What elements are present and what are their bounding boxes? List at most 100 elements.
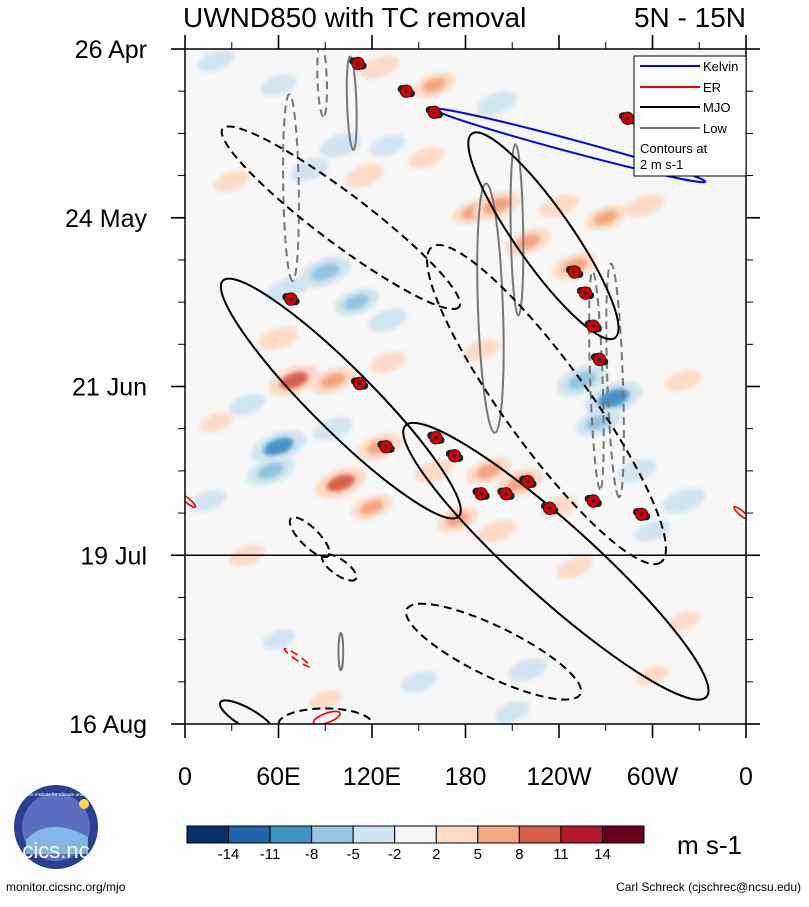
y-tick-label-2: 21 Jun [72,374,147,402]
anomaly-blob-core-33 [263,437,294,456]
colorbar-label-9: 14 [594,846,611,863]
anomaly-blob-31 [665,369,702,392]
anomaly-blob-1 [260,74,297,97]
anomaly-blob-20 [368,308,408,333]
legend-label-low: Low [703,121,727,136]
anomaly-blob-10 [344,163,384,188]
anomaly-blob-50 [556,556,593,579]
er-contour-3 [733,505,746,521]
contour-layer [185,49,746,724]
x-tick-label-2: 120E [343,763,401,791]
anomaly-blob-core-3 [422,78,446,93]
anomaly-blob-core-40 [476,463,502,479]
x-tick-label-6: 0 [739,763,753,791]
anomaly-blob-55 [494,701,531,723]
legend-note-line2: 2 m s-1 [640,157,683,172]
low-contour-1 [345,55,358,151]
colorbar-swatch-2 [269,825,313,844]
colorbar-swatch-5 [394,825,437,844]
logo-text: cics.nc [22,838,89,863]
colorbar-label-1: -11 [260,846,281,863]
footer-source-url: monitor.cicsnc.org/mjo [6,880,126,894]
mjo-contour-9 [218,699,276,724]
colorbar-swatch-10 [601,825,645,844]
anomaly-blob-2 [360,55,400,79]
hovmoller-chart: 26 Apr 24 May 21 Jun 19 Jul 16 Aug 0 60E 120E 18… [65,2,760,863]
y-tick-label-3: 19 Jul [80,542,147,570]
anomaly-blob-53 [508,657,548,682]
legend-box [633,55,747,177]
anomaly-blob-45 [617,459,657,483]
anomaly-blob-35 [313,416,353,441]
mjo-contour-0 [220,125,462,311]
anomaly-blob-57 [308,689,342,710]
legend-note-line1: Contours at [640,141,708,156]
colorbar-label-6: 5 [474,846,482,863]
anomaly-blob-51 [667,611,701,632]
anomaly-blob-0 [198,50,235,72]
anomaly-blob-56 [636,665,669,686]
colorbar-label-5: 2 [432,846,440,863]
colorbar-label-4: -2 [388,846,401,863]
logo-sun [79,799,89,809]
mjo-contour-5 [405,602,583,701]
colorbar-swatch-3 [311,825,354,844]
anomaly-blob-54 [400,670,437,693]
anomaly-blob-core-19 [344,294,369,310]
colorbar-swatch-6 [435,825,479,844]
anomaly-blob-6 [369,134,406,157]
y-tick-label-4: 16 Aug [69,711,147,739]
anomaly-field [190,50,705,723]
er-contour-1 [312,710,341,724]
low-contour-5 [588,270,605,491]
anomaly-blob-4 [477,91,517,116]
er-contour-2 [185,493,197,509]
colorbar-swatch-0 [186,825,230,844]
anomaly-blob-core-46 [672,493,696,509]
er-contour-0 [283,647,311,668]
low-contour-0 [316,49,328,118]
low-contour-4 [509,143,525,317]
chart-title: UWND850 with TC removal [183,2,526,33]
colorbar-label-3: -5 [347,846,360,863]
y-tick-label-0: 26 Apr [75,36,147,64]
legend-label-er: ER [703,80,721,95]
anomaly-blob-32 [199,412,233,433]
anomaly-blob-core-38 [360,500,384,515]
anomaly-blob-core-24 [320,372,346,389]
mjo-contour-3 [426,244,667,566]
anomaly-blob-core-16 [515,234,541,250]
low-contour-7 [337,631,345,672]
colorbar-swatch-9 [560,825,603,844]
axis-ticks: 26 Apr 24 May 21 Jun 19 Jul 16 Aug 0 60E 120E 18… [65,35,760,791]
colorbar-label-2: -8 [305,846,318,863]
colorbar-swatch-4 [352,825,396,844]
anomaly-blob-9 [213,170,250,193]
colorbar-label-7: 8 [515,846,523,863]
low-contour-3 [476,182,505,434]
legend-label-kelvin: Kelvin [703,59,738,74]
anomaly-blob-52 [262,629,295,650]
colorbar-swatch-8 [518,825,562,844]
footer-author: Carl Schreck (cjschrec@ncsu.edu) [616,880,801,894]
low-contour-2 [282,93,300,283]
colorbar-label-0: -14 [218,846,240,863]
anomaly-blob-22 [259,326,298,351]
anomaly-blob-core-29 [597,388,630,409]
x-tick-label-4: 120W [526,763,592,791]
anomaly-blob-13 [539,193,579,218]
anomaly-blob-7 [290,157,330,182]
anomaly-blob-27 [229,393,266,416]
y-tick-label-1: 24 May [65,205,147,233]
colorbar-label-8: 11 [553,846,569,863]
anomaly-blob-core-14 [594,210,618,225]
cics-logo: Cooperative Institute for Climate and Sa… [9,785,104,869]
colorbar-swatch-1 [228,825,271,844]
colorbar-units: m s-1 [677,830,742,860]
mjo-contour-4 [402,421,710,701]
x-tick-label-3: 180 [445,763,487,791]
legend-label-mjo: MJO [703,100,730,115]
x-tick-label-1: 60E [256,763,300,791]
logo-wave [26,826,88,854]
anomaly-blob-25 [369,351,406,374]
